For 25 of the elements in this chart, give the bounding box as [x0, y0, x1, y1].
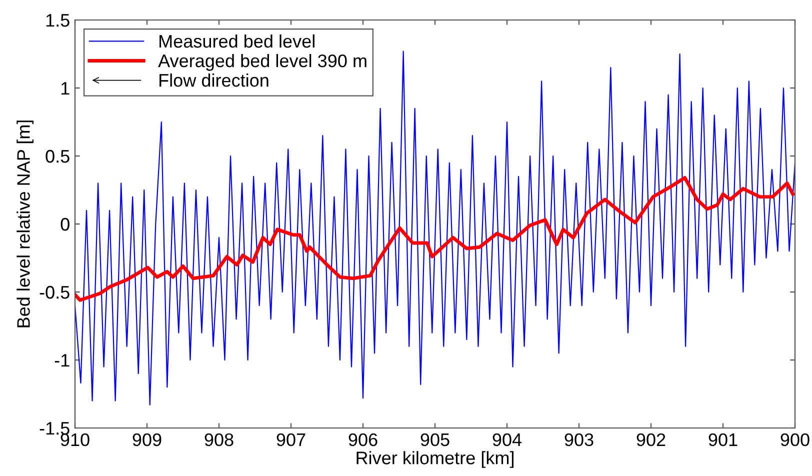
legend-label: Averaged bed level 390 m	[158, 54, 366, 71]
x-tick-label: 904	[492, 433, 522, 446]
x-tick-label: 906	[348, 433, 378, 446]
y-tick-label: 1.5	[46, 14, 70, 27]
x-tick-label: 900	[780, 433, 810, 446]
legend-label: Measured bed level	[160, 34, 314, 48]
x-tick-label: 905	[420, 433, 450, 446]
line-series	[75, 176, 795, 302]
annotation: Flow direction	[160, 74, 268, 87]
y-tick-label: 1	[61, 82, 70, 95]
x-tick-label: 910	[60, 433, 90, 446]
x-tick-label: 909	[132, 433, 162, 446]
x-axis-title: River kilometre [km]	[356, 451, 514, 468]
x-tick-label: 903	[564, 433, 594, 446]
y-tick-label: -0.5	[40, 286, 70, 299]
y-axis-title: Bed level relative NAP [m]	[16, 120, 34, 328]
x-tick-label: 901	[708, 433, 738, 446]
x-tick-label: 908	[204, 433, 234, 446]
y-tick-label: 0	[60, 218, 70, 231]
y-tick-label: 0.5	[46, 150, 70, 163]
line-series	[75, 50, 795, 406]
y-tick-label: -1	[54, 354, 70, 367]
x-tick-label: 902	[636, 433, 666, 446]
x-tick-label: 907	[276, 433, 306, 446]
y-tick-label: -1.5	[40, 422, 70, 435]
